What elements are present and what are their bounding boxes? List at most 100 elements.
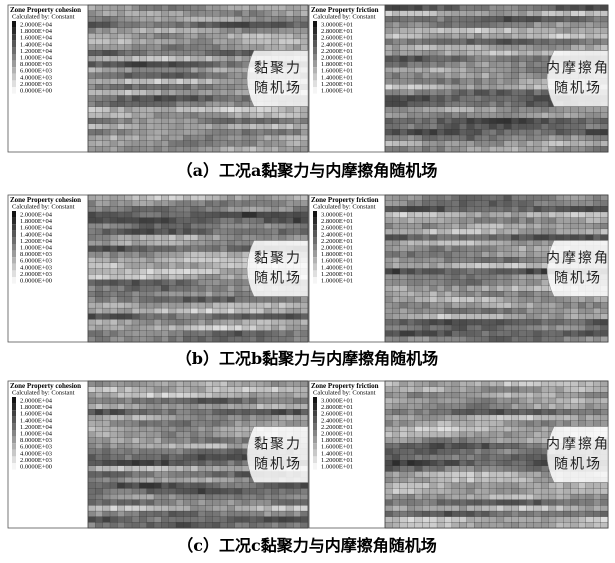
grid-cell: [556, 314, 564, 320]
grid-cell: [154, 16, 162, 22]
grid-cell: [117, 195, 125, 201]
grid-cell: [176, 494, 184, 500]
grid-cell: [191, 449, 199, 455]
grid-cell: [191, 223, 199, 229]
grid-cell: [125, 195, 133, 201]
grid-cell: [482, 146, 490, 152]
grid-cell: [497, 471, 505, 477]
grid-cell: [293, 314, 301, 320]
grid-cell: [474, 443, 482, 449]
grid-cell: [257, 325, 265, 331]
grid-cell: [430, 477, 438, 483]
grid-cell: [497, 404, 505, 410]
grid-cell: [593, 409, 601, 415]
grid-cell: [191, 325, 199, 331]
grid-cell: [235, 246, 243, 252]
grid-cell: [497, 421, 505, 427]
grid-cell: [249, 511, 257, 517]
grid-cell: [422, 252, 430, 258]
grid-cell: [198, 488, 206, 494]
grid-cell: [534, 438, 542, 444]
grid-cell: [95, 517, 103, 523]
grid-cell: [154, 129, 162, 135]
grid-cell: [147, 129, 155, 135]
grid-cell: [132, 314, 140, 320]
grid-cell: [88, 95, 96, 101]
grid-cell: [571, 314, 579, 320]
grid-cell: [497, 50, 505, 56]
legend-swatch: [313, 437, 317, 444]
grid-cell: [489, 84, 497, 90]
grid-cell: [103, 257, 111, 263]
legend-swatch: [313, 237, 317, 244]
grid-cell: [422, 79, 430, 85]
grid-cell: [459, 280, 467, 286]
grid-cell: [235, 488, 243, 494]
label-backdrop: [247, 427, 308, 483]
grid-cell: [549, 319, 557, 325]
grid-cell: [154, 494, 162, 500]
grid-cell: [452, 28, 460, 34]
grid-cell: [301, 235, 309, 241]
grid-cell: [117, 432, 125, 438]
grid-cell: [593, 107, 601, 113]
grid-cell: [147, 500, 155, 506]
grid-cell: [430, 124, 438, 130]
grid-cell: [132, 404, 140, 410]
grid-cell: [242, 124, 250, 130]
grid-cell: [132, 73, 140, 79]
grid-cell: [526, 269, 534, 275]
grid-cell: [444, 146, 452, 152]
grid-cell: [183, 84, 191, 90]
grid-cell: [110, 90, 118, 96]
grid-cell: [385, 141, 393, 147]
grid-cell: [132, 517, 140, 523]
field-label: 随机场: [254, 457, 302, 473]
grid-cell: [220, 517, 228, 523]
grid-cell: [257, 336, 265, 342]
grid-cell: [549, 297, 557, 303]
grid-cell: [191, 45, 199, 51]
grid-cell: [422, 477, 430, 483]
grid-cell: [257, 488, 265, 494]
grid-cell: [392, 291, 400, 297]
grid-cell: [169, 455, 177, 461]
grid-cell: [286, 331, 294, 337]
grid-cell: [88, 28, 96, 34]
grid-cell: [249, 112, 257, 118]
grid-cell: [497, 488, 505, 494]
grid-cell: [534, 426, 542, 432]
grid-cell: [578, 33, 586, 39]
label-backdrop: [547, 51, 608, 107]
grid-cell: [161, 426, 169, 432]
grid-cell: [257, 331, 265, 337]
grid-cell: [139, 252, 147, 258]
grid-cell: [147, 308, 155, 314]
grid-cell: [249, 522, 257, 528]
grid-cell: [489, 28, 497, 34]
grid-cell: [586, 33, 594, 39]
grid-cell: [95, 319, 103, 325]
grid-cell: [125, 331, 133, 337]
grid-cell: [571, 28, 579, 34]
grid-cell: [103, 252, 111, 258]
field-label: 黏聚力: [254, 437, 302, 453]
grid-cell: [132, 90, 140, 96]
grid-cell: [176, 404, 184, 410]
grid-cell: [286, 505, 294, 511]
grid-cell: [422, 460, 430, 466]
grid-cell: [154, 381, 162, 387]
grid-cell: [467, 39, 475, 45]
grid-cell: [110, 455, 118, 461]
grid-cell: [415, 522, 423, 528]
grid-cell: [103, 45, 111, 51]
grid-cell: [95, 141, 103, 147]
grid-cell: [578, 517, 586, 523]
grid-cell: [563, 488, 571, 494]
grid-cell: [578, 5, 586, 11]
grid-cell: [430, 28, 438, 34]
legend-subtitle: Calculated by: Constant: [12, 390, 75, 397]
grid-cell: [489, 511, 497, 517]
grid-cell: [125, 112, 133, 118]
grid-cell: [400, 426, 408, 432]
